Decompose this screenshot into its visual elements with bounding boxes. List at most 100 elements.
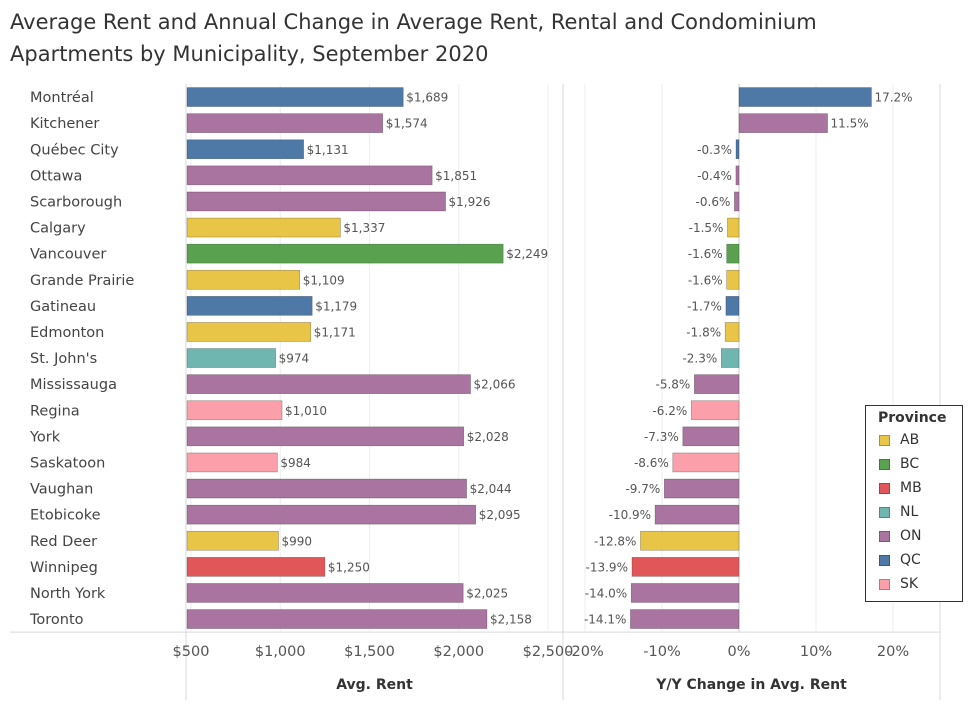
yoy-bar bbox=[694, 374, 740, 394]
rent-bar bbox=[186, 426, 465, 447]
legend-label: NL bbox=[900, 504, 919, 520]
yoy-bar bbox=[726, 243, 740, 264]
rent-bar bbox=[186, 269, 301, 290]
rent-value-label: $990 bbox=[281, 534, 312, 548]
rent-bar bbox=[186, 530, 279, 551]
municipality-label: Montréal bbox=[30, 90, 94, 106]
rent-value-label: $2,044 bbox=[470, 482, 512, 496]
municipality-label: St. John's bbox=[30, 351, 97, 367]
yoy-value-label: -12.8% bbox=[594, 534, 636, 548]
yoy-bar bbox=[654, 504, 740, 525]
yoy-bar bbox=[631, 557, 740, 577]
municipality-label: Mississauga bbox=[30, 377, 117, 393]
yoy-bar bbox=[725, 296, 740, 316]
municipality-label: Vaughan bbox=[30, 482, 93, 498]
yoy-bar bbox=[664, 478, 740, 499]
municipality-label: Saskatoon bbox=[30, 455, 105, 471]
yoy-value-label: -7.3% bbox=[644, 430, 679, 444]
yoy-tick-label: 20% bbox=[877, 644, 909, 660]
rent-bar bbox=[186, 322, 312, 342]
rent-value-label: $2,028 bbox=[467, 430, 509, 444]
yoy-value-label: 11.5% bbox=[831, 117, 869, 131]
rent-bar bbox=[186, 478, 467, 499]
legend-label: SK bbox=[900, 576, 919, 592]
province-legend: Province AB BC MB NL ON QC SK bbox=[865, 405, 963, 602]
yoy-bar bbox=[682, 426, 740, 447]
municipality-label: Red Deer bbox=[30, 534, 97, 550]
chart-title: Average Rent and Annual Change in Averag… bbox=[10, 6, 970, 70]
yoy-tick-label: 0% bbox=[727, 644, 750, 660]
municipality-label: Scarborough bbox=[30, 194, 122, 210]
rent-value-label: $1,250 bbox=[328, 560, 370, 574]
rent-value-label: $1,109 bbox=[303, 273, 345, 287]
yoy-value-label: -1.8% bbox=[686, 325, 721, 339]
legend-label: QC bbox=[900, 552, 921, 568]
yoy-value-label: -14.0% bbox=[585, 586, 627, 600]
municipality-label: Regina bbox=[30, 403, 80, 419]
legend-item-bc: BC bbox=[866, 452, 962, 476]
yoy-bar bbox=[734, 191, 740, 212]
rent-value-label: $1,337 bbox=[343, 221, 385, 235]
chart-title-line-1: Average Rent and Annual Change in Averag… bbox=[10, 10, 817, 34]
yoy-value-label: -0.6% bbox=[696, 195, 731, 209]
legend-swatch bbox=[879, 458, 890, 470]
yoy-value-label: -1.6% bbox=[688, 247, 723, 261]
municipality-label: Toronto bbox=[29, 612, 84, 628]
legend-item-ab: AB bbox=[866, 428, 962, 452]
rent-bar bbox=[186, 583, 464, 603]
yoy-bar bbox=[724, 322, 740, 342]
rent-bar bbox=[186, 348, 276, 368]
yoy-value-label: -1.5% bbox=[689, 221, 724, 235]
legend-items: AB BC MB NL ON QC SK bbox=[866, 428, 962, 596]
legend-swatch bbox=[879, 530, 890, 542]
rent-value-label: $1,574 bbox=[386, 117, 428, 131]
yoy-value-label: 17.2% bbox=[874, 91, 912, 105]
chart-axes: $500 $1,000 $1,500 $2,000 $2,500-20% -10% 0% 10… bbox=[173, 644, 910, 693]
yoy-value-label: -0.4% bbox=[697, 169, 732, 183]
rent-value-label: $984 bbox=[280, 456, 311, 470]
rent-value-label: $2,095 bbox=[479, 508, 521, 522]
rent-bar bbox=[186, 374, 471, 394]
municipality-label: Calgary bbox=[30, 221, 86, 237]
yoy-bar bbox=[735, 139, 740, 160]
yoy-bar bbox=[630, 609, 740, 629]
yoy-value-label: -13.9% bbox=[586, 560, 628, 574]
yoy-bar bbox=[720, 348, 740, 368]
legend-swatch bbox=[879, 578, 890, 590]
rent-bar bbox=[186, 139, 304, 160]
legend-swatch bbox=[879, 482, 890, 494]
yoy-value-label: -2.3% bbox=[682, 352, 717, 366]
legend-item-qc: QC bbox=[866, 548, 962, 572]
yoy-bar bbox=[672, 452, 740, 473]
chart-rows: Montréal $1,689 17.2% Kitchener $1,574 11.5% Q… bbox=[29, 87, 913, 629]
yoy-value-label: -5.8% bbox=[656, 378, 691, 392]
legend-title: Province bbox=[878, 410, 947, 426]
rent-value-label: $2,249 bbox=[506, 247, 548, 261]
municipality-label: Québec City bbox=[30, 142, 119, 158]
yoy-bar bbox=[738, 87, 872, 107]
rent-bar bbox=[186, 609, 488, 629]
yoy-tick-label: -20% bbox=[566, 644, 603, 660]
rent-bar bbox=[186, 296, 313, 316]
yoy-value-label: -10.9% bbox=[609, 508, 651, 522]
rent-bar bbox=[186, 504, 477, 525]
yoy-bar bbox=[630, 583, 740, 603]
yoy-value-label: -1.7% bbox=[687, 299, 722, 313]
rent-value-label: $1,010 bbox=[285, 404, 327, 418]
rent-axis-title: Avg. Rent bbox=[336, 677, 413, 693]
rent-value-label: $974 bbox=[279, 352, 310, 366]
rent-value-label: $1,131 bbox=[307, 143, 349, 157]
rent-tick-label: $2,000 bbox=[433, 644, 484, 660]
rent-value-label: $2,158 bbox=[490, 613, 532, 627]
rent-bar bbox=[186, 113, 384, 133]
rent-tick-label: $1,000 bbox=[255, 644, 306, 660]
municipality-label: Grande Prairie bbox=[30, 273, 134, 289]
rent-bar bbox=[186, 217, 341, 238]
rent-value-label: $1,171 bbox=[314, 325, 356, 339]
rent-bar bbox=[186, 557, 326, 577]
rent-value-label: $1,179 bbox=[315, 299, 357, 313]
legend-label: ON bbox=[900, 528, 922, 544]
yoy-value-label: -8.6% bbox=[634, 456, 669, 470]
municipality-label: Vancouver bbox=[30, 247, 106, 263]
